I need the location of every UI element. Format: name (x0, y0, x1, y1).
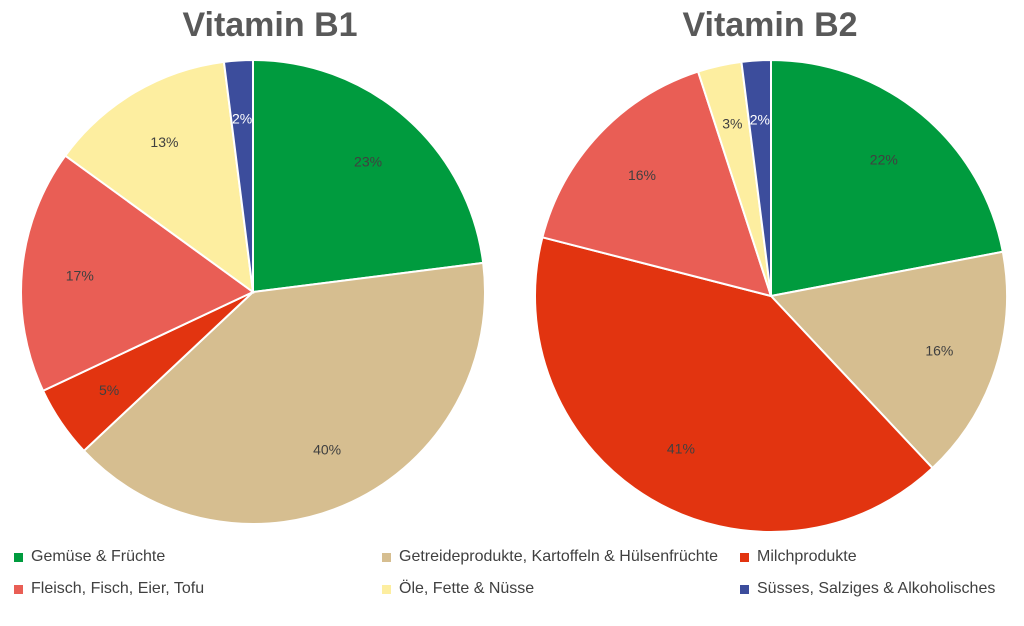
pie-slice-2-1 (770, 58, 1004, 298)
pie-charts: 23% 40% 5% 17% 13% 2% 22% 16% 41% 16% 3% 2% (20, 58, 1008, 533)
legend-label: Milchprodukte (757, 548, 857, 565)
pie-slice-2-3 (534, 236, 934, 533)
data-label-2-4: 16% (628, 167, 656, 183)
legend-swatch (740, 552, 749, 562)
pie-slice-1-6 (222, 58, 254, 293)
data-label-1-3: 5% (99, 382, 119, 398)
data-label-2-2: 16% (925, 343, 953, 359)
pie-slice-2-2 (769, 250, 1008, 470)
legend-item-2: Getreideprodukte, Kartoffeln & Hülsenfrü… (382, 548, 718, 566)
data-label-1-2: 40% (313, 441, 341, 457)
data-label-1-1: 23% (354, 153, 382, 169)
legend-item-3: Milchprodukte (740, 548, 857, 566)
chart-legend: Gemüse & Früchte Getreideprodukte, Kartof… (0, 538, 1024, 626)
legend-item-6: Süsses, Salziges & Alkoholisches (740, 580, 995, 598)
pie-slice-1-5 (63, 60, 255, 295)
data-label-1-5: 13% (150, 134, 178, 150)
legend-label: Getreideprodukte, Kartoffeln & Hülsenfrü… (399, 548, 718, 565)
legend-item-4: Fleisch, Fisch, Eier, Tofu (14, 580, 204, 598)
pie-slice-2-4 (541, 70, 773, 298)
pie-1: 23% 40% 5% 17% 13% 2% (20, 58, 486, 525)
legend-swatch (14, 552, 23, 562)
chart-title-vitamin-b1: Vitamin B1 (182, 6, 358, 44)
data-label-2-3: 41% (667, 440, 695, 456)
legend-swatch (382, 584, 391, 594)
chart-title-vitamin-b2: Vitamin B2 (682, 6, 858, 44)
legend-swatch (382, 552, 391, 562)
pie-slice-2-6 (740, 58, 772, 297)
data-label-1-4: 17% (66, 268, 94, 284)
legend-label: Gemüse & Früchte (31, 548, 166, 565)
pie-2: 22% 16% 41% 16% 3% 2% (534, 58, 1008, 533)
legend-item-5: Öle, Fette & Nüsse (382, 580, 534, 598)
legend-item-1: Gemüse & Früchte (14, 548, 165, 566)
legend-label: Fleisch, Fisch, Eier, Tofu (31, 580, 205, 597)
legend-swatch (14, 584, 23, 594)
data-label-1-6: 2% (232, 110, 252, 126)
data-label-2-1: 22% (870, 152, 898, 168)
legend-swatch (740, 584, 749, 594)
data-label-2-6: 2% (750, 111, 770, 127)
pie-slice-1-2 (82, 261, 486, 525)
data-label-2-5: 3% (722, 115, 742, 131)
legend-label: Öle, Fette & Nüsse (399, 580, 535, 597)
pie-slice-1-1 (252, 58, 485, 294)
legend-label: Süsses, Salziges & Alkoholisches (757, 580, 996, 597)
pie-slice-1-4 (20, 154, 255, 393)
